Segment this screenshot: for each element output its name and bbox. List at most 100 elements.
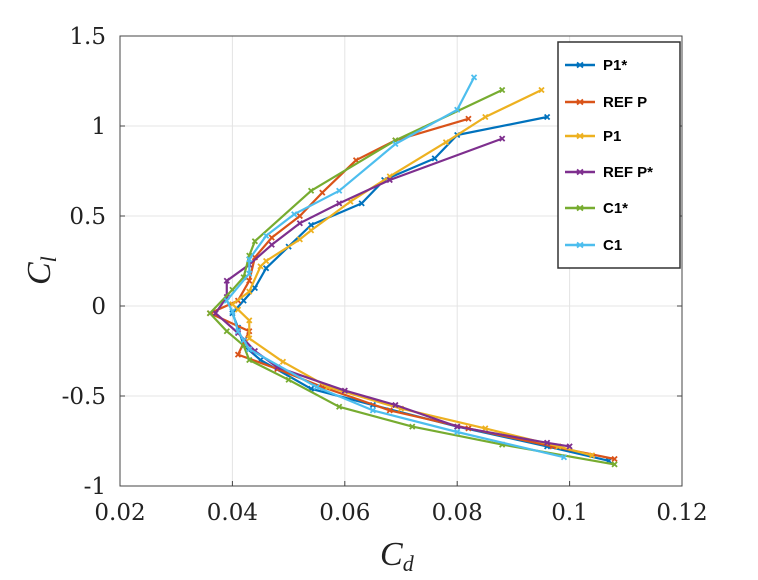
data-point [246,356,253,364]
data-point [431,155,438,162]
data-point [358,200,365,207]
data-point [240,297,247,304]
legend-marker [576,61,584,69]
data-point [482,113,489,121]
data-point [454,423,461,430]
data-point [246,335,253,342]
data-point [566,443,573,450]
x-tick-label: 0.06 [319,500,370,526]
data-point [246,277,253,284]
data-point [206,310,214,317]
data-point [246,256,253,263]
data-point [268,241,275,248]
data-point [543,439,551,446]
data-point [240,337,247,344]
legend-label: REF P* [603,164,653,181]
series-line-ref-p- [214,137,570,448]
x-tick-label: 0.04 [207,500,258,526]
data-point [246,288,253,295]
legend-label: REF P [603,94,647,111]
data-point [268,234,275,241]
data-point [454,106,461,113]
data-point [246,346,253,353]
data-point [386,176,393,184]
data-point [319,189,326,196]
data-point [499,135,506,142]
data-point [465,115,472,122]
legend-marker [576,204,584,212]
data-point [392,140,399,148]
data-point [369,407,377,414]
x-tick-label: 0.08 [432,500,483,526]
data-point [234,328,242,335]
data-point [307,187,315,194]
y-tick-label: 1.5 [69,24,106,50]
data-point [246,317,253,324]
data-point [296,236,303,243]
legend-label: C1 [603,237,622,254]
data-point [470,74,478,81]
series-line-c1 [225,76,565,459]
data-point [611,455,618,463]
series-line-ref-p [208,117,615,461]
data-point [251,284,259,292]
data-point [386,407,393,414]
data-point [223,277,230,284]
ticks: 0.02 0.04 0.06 0.08 0.1 0.12 -1 -0.5 0 0.5 1 1.5 [62,24,708,526]
y-tick-label: -0.5 [62,384,106,410]
data-point [313,383,320,391]
data-point [212,310,219,317]
data-point [442,139,450,146]
series-line-c1- [208,89,615,466]
data-point [560,454,568,461]
legend-marker [576,98,584,106]
data-point [246,270,253,277]
data-point [296,220,303,227]
legend-marker [576,132,584,140]
y-tick-label: -1 [84,474,106,500]
data-point [392,401,399,409]
legend-marker [576,241,584,249]
legend-label: P1 [603,128,621,145]
data-point [279,358,287,365]
plot-frame [119,35,683,487]
y-tick-label: 1 [91,114,106,140]
data-point [341,387,348,394]
data-point [251,238,259,245]
data-point [454,428,461,436]
x-tick-label: 0.1 [551,500,588,526]
data-point [257,263,264,270]
y-axis-label: Cl [21,256,61,285]
data-point [307,221,315,229]
y-tick-label: 0 [91,294,106,320]
data-point [262,232,270,239]
series-line-p1 [231,89,593,457]
data-point [482,425,489,432]
data-point [588,452,596,459]
data-point [229,308,236,315]
data-point [262,257,270,265]
series-layer [206,74,618,468]
data-point [611,461,618,468]
legend-label: P1* [603,57,627,74]
data-point [285,376,292,383]
data-point [409,423,416,430]
x-tick-label: 0.02 [94,500,145,526]
data-point [234,306,242,313]
data-point [223,328,230,335]
data-point [499,86,506,94]
data-point [291,211,298,218]
data-point [336,200,343,207]
data-point [336,403,343,410]
legend-box [557,41,681,269]
x-axis-label: Cd [380,536,415,576]
y-tick-label: 0.5 [69,204,106,230]
legend-label: C1* [603,200,628,217]
data-point [234,351,242,358]
data-point [538,86,545,94]
data-point [262,265,270,272]
x-tick-label: 0.12 [656,500,707,526]
data-point [223,297,230,304]
